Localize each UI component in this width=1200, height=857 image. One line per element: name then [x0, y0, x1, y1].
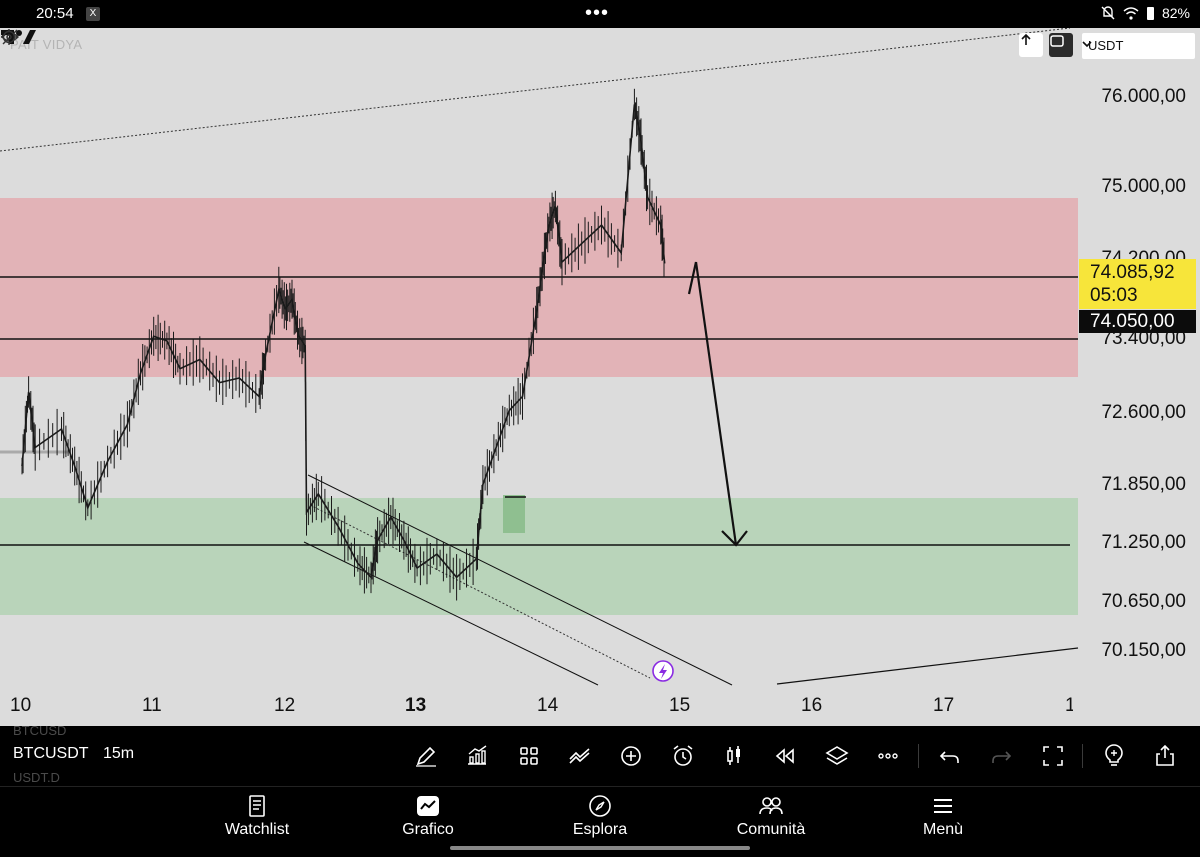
indicators-icon[interactable]	[464, 743, 490, 769]
symbol-button[interactable]: BTCUSDT	[13, 745, 89, 762]
time-axis-label: 13	[405, 695, 427, 716]
battery-percent: 82%	[1161, 5, 1190, 21]
toolbar-divider	[918, 744, 919, 768]
currency-value: USDT	[1088, 38, 1124, 53]
price-axis-label: 73.400,00	[1101, 328, 1186, 349]
chart-toolbar: BTCUSD BTCUSDT USDT.D 15m	[0, 723, 1200, 786]
interval-button[interactable]: 15m	[103, 745, 135, 762]
nav-label: Grafico	[402, 821, 454, 838]
idea-bulb-icon[interactable]	[1101, 743, 1127, 769]
chart-area[interactable]: PAIT VIDYA USDT 76.000,00 75.000,00 74.2…	[0, 28, 1200, 726]
undo-icon[interactable]	[937, 743, 963, 769]
nav-label: Comunità	[736, 821, 806, 838]
wifi-icon	[1123, 6, 1139, 20]
bottom-navigation: Watchlist Grafico Esplora Comunità Menù	[0, 786, 1200, 857]
nav-label: Watchlist	[224, 821, 290, 838]
share-icon[interactable]	[1152, 743, 1178, 769]
channel-lower-line	[303, 541, 599, 686]
layout-grid-icon[interactable]	[516, 743, 542, 769]
time-axis-label: 17	[933, 695, 955, 716]
chart-icon	[417, 796, 439, 816]
level-price-tag: 74.050,00	[1079, 310, 1196, 333]
price-axis-label: 71.850,00	[1101, 474, 1186, 495]
symbol-ghost-top: BTCUSD	[13, 723, 67, 738]
candle-countdown: 05:03	[1090, 285, 1138, 306]
status-time: 20:54	[36, 5, 74, 22]
auto-scale-button[interactable]	[1049, 33, 1073, 57]
templates-icon[interactable]	[567, 743, 593, 769]
currency-select[interactable]: USDT	[1082, 33, 1195, 59]
system-status-icons: 82%	[1101, 5, 1190, 21]
mute-icon	[1101, 6, 1115, 20]
time-axis-label: 11	[142, 695, 162, 716]
time-axis-label: 18	[1065, 695, 1073, 716]
demand-zone	[0, 498, 1078, 615]
price-path	[21, 88, 666, 601]
redo-icon[interactable]	[988, 743, 1014, 769]
arrow-up-icon	[1021, 33, 1031, 45]
replay-icon[interactable]	[772, 743, 798, 769]
compass-icon	[589, 795, 611, 817]
add-icon[interactable]	[618, 743, 644, 769]
channel-mid-line	[309, 504, 651, 679]
live-price: 74.085,92	[1090, 262, 1175, 283]
layers-icon[interactable]	[824, 743, 850, 769]
nav-watchlist[interactable]: Watchlist	[197, 793, 317, 839]
price-axis-label: 76.000,00	[1101, 86, 1186, 107]
status-bar: 20:54 X ••• 82%	[0, 0, 1200, 28]
time-axis-label: 10	[10, 695, 32, 716]
x-app-icon: X	[86, 7, 100, 21]
time-axis-label: 14	[537, 695, 559, 716]
chevron-down-icon	[1082, 41, 1092, 48]
channel-upper-line	[307, 474, 733, 686]
event-marker-icon[interactable]	[652, 660, 674, 682]
auto-scale-icon	[1050, 35, 1064, 47]
fullscreen-icon[interactable]	[1040, 743, 1066, 769]
price-axis-label: 70.150,00	[1101, 640, 1186, 661]
nav-community[interactable]: Comunità	[711, 793, 831, 839]
live-price-tag: 74.085,92 05:03	[1079, 259, 1196, 309]
price-axis-label: 70.650,00	[1101, 591, 1186, 612]
battery-icon	[1146, 6, 1154, 20]
price-axis-label: 75.000,00	[1101, 176, 1186, 197]
projection-arrow	[687, 261, 748, 547]
window-menu-dots[interactable]: •••	[585, 2, 610, 24]
menu-icon	[934, 799, 952, 813]
more-icon[interactable]	[875, 743, 901, 769]
nav-explore[interactable]: Esplora	[540, 793, 660, 839]
nav-label: Esplora	[572, 821, 628, 838]
community-icon	[759, 797, 783, 815]
price-axis-label: 71.250,00	[1101, 532, 1186, 553]
alert-clock-icon[interactable]	[670, 743, 696, 769]
nav-label: Menù	[922, 821, 964, 838]
draw-pencil-icon[interactable]	[413, 743, 439, 769]
settings-gear-icon[interactable]	[0, 28, 18, 46]
watchlist-icon	[249, 795, 265, 817]
nav-chart[interactable]: Grafico	[368, 793, 488, 839]
price-axis-label: 72.600,00	[1101, 402, 1186, 423]
nav-menu[interactable]: Menù	[883, 793, 1003, 839]
time-axis-label: 12	[274, 695, 296, 716]
time-axis-label: 16	[801, 695, 823, 716]
candles-icon[interactable]	[721, 743, 747, 769]
toolbar-divider	[1082, 744, 1083, 768]
scroll-to-top-button[interactable]	[1019, 33, 1043, 57]
symbol-ghost-bottom: USDT.D	[13, 770, 60, 785]
rising-trendline	[776, 647, 1079, 685]
demand-origin-block	[503, 495, 525, 533]
price-chart[interactable]	[0, 28, 1200, 726]
home-indicator[interactable]	[450, 846, 750, 850]
long-trendline	[0, 28, 1071, 152]
time-axis-label: 15	[669, 695, 691, 716]
